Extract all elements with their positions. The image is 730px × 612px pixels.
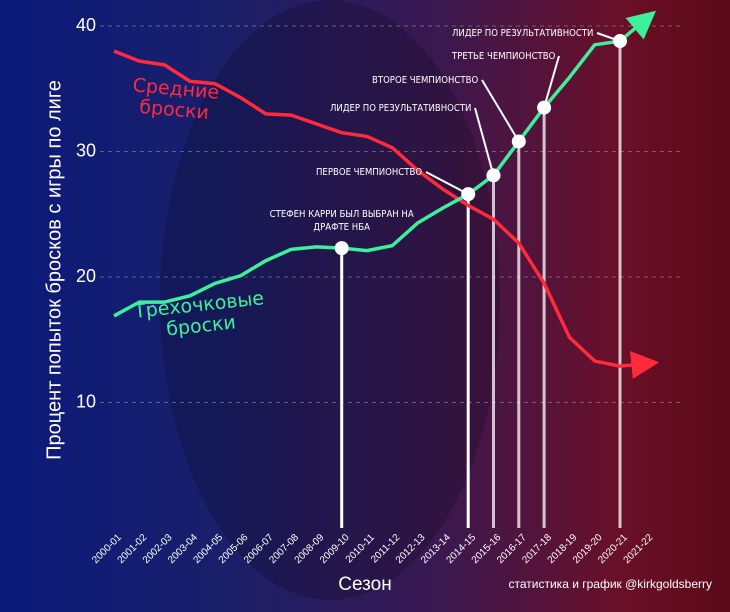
annotation-point (334, 241, 349, 256)
photo-shadow (160, 0, 500, 600)
y-tick-label: 20 (76, 266, 96, 286)
series-line (113, 10, 657, 318)
annotation-label: ПЕРВОЕ ЧЕМПИОНСТВО (316, 167, 423, 178)
annotation-leader (474, 107, 495, 176)
y-tick-label: 30 (76, 140, 96, 160)
y-tick-label: 10 (76, 391, 96, 411)
annotation-label: ЛИДЕР ПО РЕЗУЛЬТАТИВНОСТИ (330, 103, 472, 114)
annotation-label: ТРЕТЬЕ ЧЕМПИОНСТВО (452, 51, 556, 62)
annotation-leader (425, 171, 469, 196)
x-axis-label: Сезон (338, 574, 391, 595)
annotation-leader (543, 55, 560, 108)
annotation-label: СТЕФЕН КАРРИ БЫЛ ВЫБРАН НА ДРАФТЕ НБА (269, 209, 414, 233)
credit: статистика и график @kirkgoldsberry (509, 577, 712, 591)
annotation-leader (596, 32, 621, 43)
annotation-leader (481, 79, 520, 142)
series-label: Средние броски (131, 74, 221, 124)
annotation-label: ЛИДЕР ПО РЕЗУЛЬТАТИВНОСТИ (452, 28, 594, 39)
y-axis-label: Процент попыток бросков с игры по лиге (43, 80, 65, 460)
y-tick-label: 40 (76, 15, 96, 35)
series-line (113, 49, 660, 379)
annotation-label: ВТОРОЕ ЧЕМПИОНСТВО (372, 75, 479, 86)
